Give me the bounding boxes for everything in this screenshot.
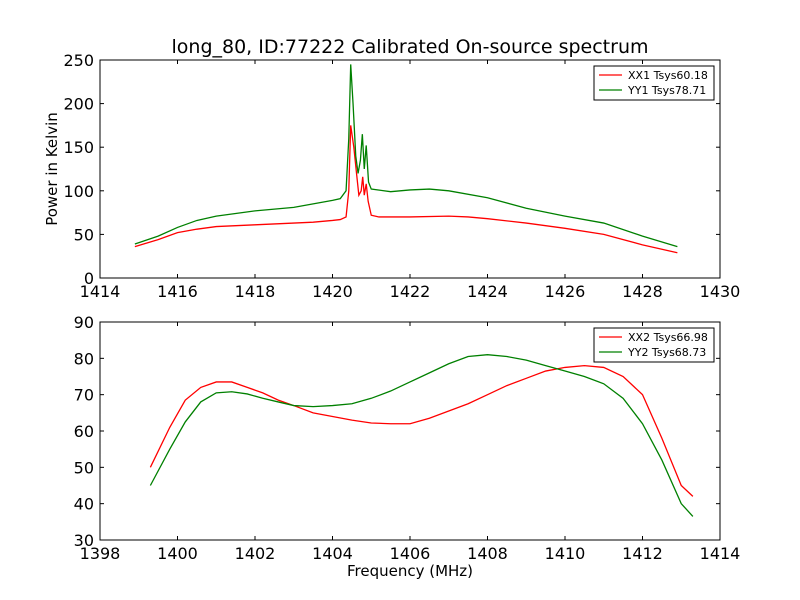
x-tick-label: 1400: [157, 544, 198, 563]
legend-label: YY1 Tsys78.71: [627, 84, 706, 97]
x-tick-label: 1420: [312, 282, 353, 301]
series-line-1-1: [134, 125, 678, 254]
series-line-2-1: [149, 364, 694, 497]
y-tick-label: 150: [63, 138, 94, 157]
x-tick-label: 1416: [157, 282, 198, 301]
legend-label: XX2 Tsys66.98: [628, 331, 708, 344]
y-tick-label: 90: [74, 313, 94, 332]
legend-box: [593, 65, 715, 101]
y-tick-label: 40: [74, 495, 94, 514]
legend: XX1 Tsys60.18 YY1 Tsys78.71: [593, 65, 715, 101]
x-tick-label: 1414: [80, 282, 121, 301]
y-tick-label: 200: [63, 95, 94, 114]
x-tick-label: 1410: [545, 544, 586, 563]
chart-title: long_80, ID:77222 Calibrated On-source s…: [172, 36, 649, 58]
series-line-2-2: [149, 354, 694, 517]
x-tick-label: 1418: [235, 282, 276, 301]
y-tick-label: 60: [74, 422, 94, 441]
x-tick-label: 1426: [545, 282, 586, 301]
top-spectrum-panel: 1414 1416 1418 1420 1422 1424 1426 1428 1430 0 50 1…: [63, 51, 740, 301]
y-tick-label: 0: [84, 269, 94, 288]
x-tick-label: 1414: [700, 544, 741, 563]
x-tick-label: 1430: [700, 282, 741, 301]
y-tick-label: 80: [74, 349, 94, 368]
y-axis-label: Power in Kelvin: [43, 112, 61, 226]
y-tick-label: 50: [74, 225, 94, 244]
x-tick-label: 1402: [235, 544, 276, 563]
series-line-1-2: [134, 64, 678, 248]
y-tick-label: 50: [74, 458, 94, 477]
x-tick-label: 1412: [622, 544, 663, 563]
legend-label: XX1 Tsys60.18: [628, 69, 708, 82]
x-tick-label: 1428: [622, 282, 663, 301]
legend-label: YY2 Tsys68.73: [627, 346, 706, 359]
y-tick-label: 100: [63, 182, 94, 201]
x-tick-label: 1398: [80, 544, 121, 563]
x-axis-label: Frequency (MHz): [347, 562, 473, 580]
x-tick-label: 1422: [390, 282, 431, 301]
y-tick-label: 30: [74, 531, 94, 550]
bottom-spectrum-panel: 1398 1400 1402 1404 1406 1408 1410 1412 1414 30 40…: [74, 313, 741, 563]
x-tick-label: 1406: [390, 544, 431, 563]
legend-box: [593, 327, 715, 363]
y-tick-label: 70: [74, 386, 94, 405]
x-tick-label: 1424: [467, 282, 508, 301]
legend: XX2 Tsys66.98 YY2 Tsys68.73: [593, 327, 715, 363]
x-tick-label: 1404: [312, 544, 353, 563]
x-tick-label: 1408: [467, 544, 508, 563]
y-tick-label: 250: [63, 51, 94, 70]
